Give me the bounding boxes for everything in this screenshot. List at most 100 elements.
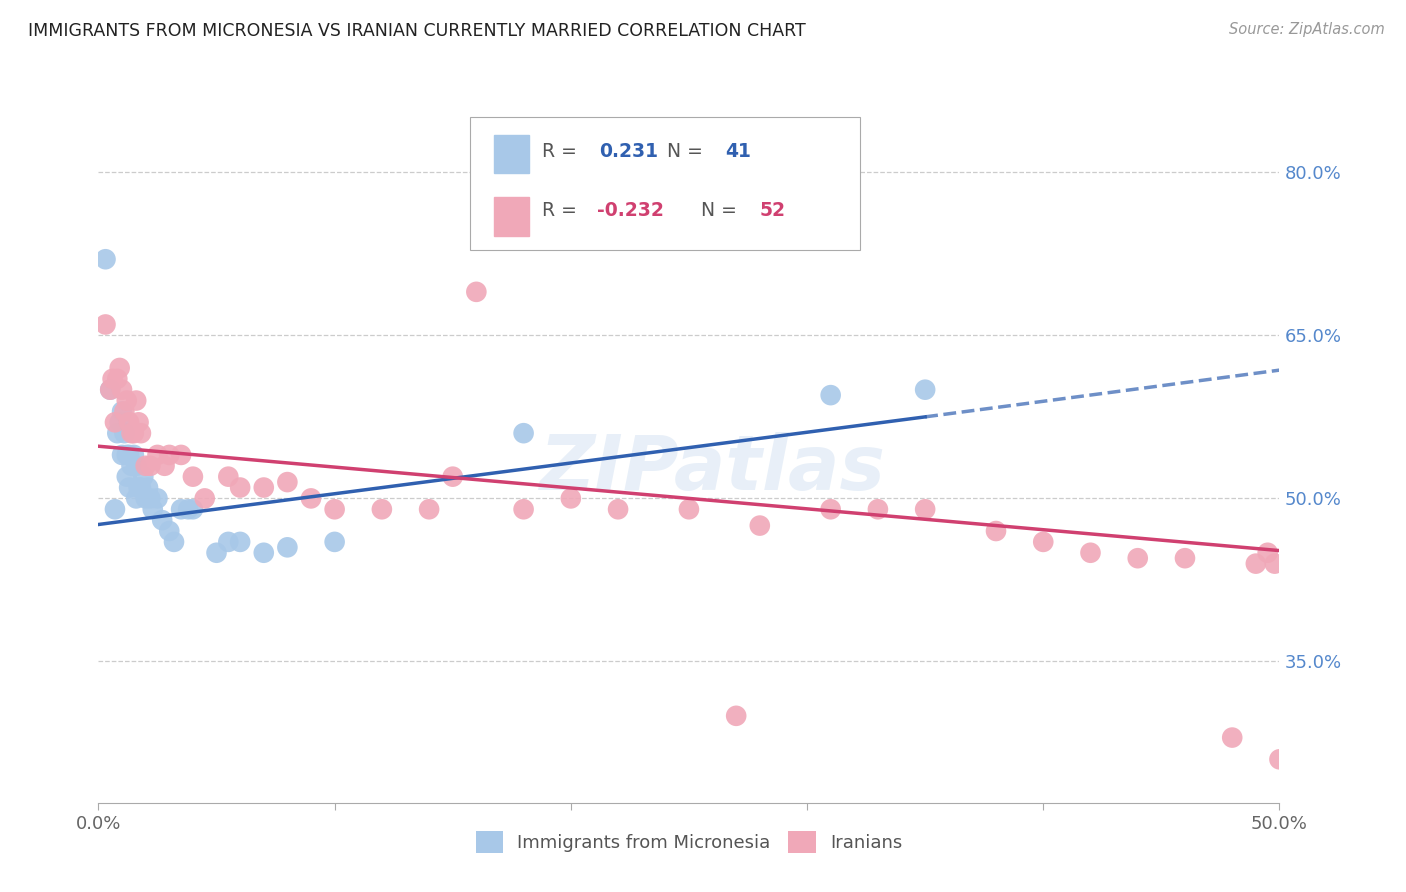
Text: 41: 41: [725, 142, 751, 161]
Point: [1268, 752, 1291, 766]
Point: [139, 458, 162, 473]
Point: [128, 415, 150, 429]
Point: [276, 541, 298, 555]
Point: [108, 415, 131, 429]
Point: [678, 502, 700, 516]
Point: [465, 285, 488, 299]
Point: [129, 426, 152, 441]
Point: [135, 491, 157, 506]
Point: [1080, 546, 1102, 560]
Point: [181, 469, 204, 483]
Point: [98, 383, 121, 397]
Point: [121, 458, 143, 473]
Legend: Immigrants from Micronesia, Iranians: Immigrants from Micronesia, Iranians: [468, 823, 910, 860]
Point: [512, 502, 534, 516]
Text: ZIPatlas: ZIPatlas: [540, 432, 886, 506]
Point: [112, 426, 135, 441]
Point: [101, 372, 124, 386]
FancyBboxPatch shape: [471, 118, 860, 250]
Point: [150, 513, 173, 527]
Text: -0.232: -0.232: [596, 201, 664, 220]
Point: [118, 415, 141, 429]
Point: [125, 491, 148, 506]
Point: [111, 404, 134, 418]
Point: [118, 448, 141, 462]
Point: [748, 518, 770, 533]
Point: [1032, 534, 1054, 549]
Point: [229, 534, 252, 549]
Point: [253, 546, 276, 560]
Text: N =: N =: [666, 142, 709, 161]
Point: [1244, 557, 1267, 571]
Point: [299, 491, 322, 506]
Point: [323, 534, 346, 549]
Point: [170, 448, 193, 462]
Point: [1174, 551, 1197, 566]
Point: [122, 448, 145, 462]
Point: [108, 360, 131, 375]
Point: [194, 491, 217, 506]
Point: [441, 469, 464, 483]
Point: [111, 448, 134, 462]
Point: [94, 252, 117, 267]
Point: [1126, 551, 1149, 566]
Point: [104, 502, 127, 516]
Bar: [494, 197, 530, 235]
Point: [253, 481, 276, 495]
Point: [132, 469, 155, 483]
Point: [1264, 557, 1286, 571]
Point: [323, 502, 346, 516]
Point: [163, 534, 186, 549]
Point: [205, 546, 228, 560]
Point: [170, 502, 193, 516]
Text: R =: R =: [543, 201, 583, 220]
Point: [866, 502, 889, 516]
Point: [607, 502, 630, 516]
Point: [177, 502, 200, 516]
Point: [1257, 546, 1279, 560]
Point: [153, 458, 176, 473]
Point: [512, 426, 534, 441]
Point: [146, 448, 169, 462]
Point: [115, 469, 138, 483]
Point: [118, 481, 141, 495]
Point: [94, 318, 117, 332]
Point: [115, 393, 138, 408]
Point: [98, 383, 121, 397]
Point: [136, 481, 159, 495]
Point: [157, 448, 180, 462]
Point: [984, 524, 1007, 538]
Point: [121, 426, 143, 441]
Point: [418, 502, 440, 516]
Point: [105, 426, 128, 441]
Text: 0.231: 0.231: [599, 142, 658, 161]
Point: [111, 383, 134, 397]
Point: [914, 383, 936, 397]
Point: [560, 491, 582, 506]
Point: [217, 534, 239, 549]
Point: [276, 475, 298, 489]
Point: [157, 524, 180, 538]
Point: [105, 372, 128, 386]
Text: 52: 52: [759, 201, 786, 220]
Point: [217, 469, 239, 483]
Point: [725, 708, 748, 723]
Point: [129, 481, 152, 495]
Text: R =: R =: [543, 142, 583, 161]
Point: [181, 502, 204, 516]
Point: [142, 502, 165, 516]
Point: [125, 458, 148, 473]
Text: IMMIGRANTS FROM MICRONESIA VS IRANIAN CURRENTLY MARRIED CORRELATION CHART: IMMIGRANTS FROM MICRONESIA VS IRANIAN CU…: [28, 22, 806, 40]
Point: [112, 404, 135, 418]
Point: [135, 458, 157, 473]
Point: [1220, 731, 1243, 745]
Bar: [494, 135, 530, 173]
Point: [104, 415, 127, 429]
Point: [115, 448, 138, 462]
Point: [820, 388, 842, 402]
Point: [128, 481, 150, 495]
Point: [229, 481, 252, 495]
Text: N =: N =: [700, 201, 742, 220]
Point: [371, 502, 394, 516]
Point: [146, 491, 169, 506]
